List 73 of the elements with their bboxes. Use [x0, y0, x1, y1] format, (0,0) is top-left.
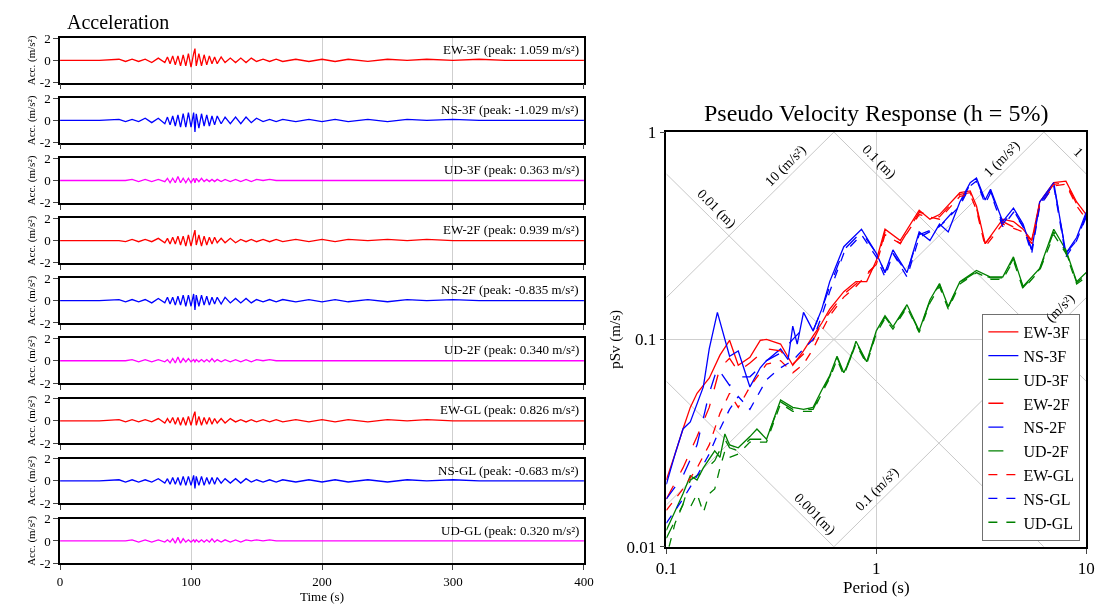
y-tick-label: -2	[39, 495, 51, 511]
text: 1	[1070, 144, 1087, 161]
annotation: UD-GL (peak: 0.320 m/s²)	[441, 523, 580, 538]
y-tick-label: 0.1	[634, 330, 657, 350]
annotation: NS-2F (peak: -0.835 m/s²)	[441, 282, 579, 297]
x-tick-label: 200	[312, 573, 332, 589]
y-tick-label: 2	[44, 30, 51, 46]
y-tick-label: 1	[647, 123, 657, 143]
annotation: UD-2F (peak: 0.340 m/s²)	[444, 342, 580, 357]
y-tick-label: 2	[44, 210, 51, 226]
y-tick-label: 2	[44, 391, 51, 407]
x-tick-label: 300	[443, 573, 463, 589]
y-axis-title: Acc. (m/s²)	[25, 35, 39, 86]
chart-title: Pseudo Velocity Response (h = 5%)	[704, 100, 1049, 126]
legend-label: NS-GL	[1023, 490, 1071, 508]
y-tick-label: 0	[44, 293, 51, 309]
y-tick-label: 0	[44, 413, 51, 429]
y-tick-label: 2	[44, 451, 51, 467]
y-tick-label: -2	[39, 315, 51, 331]
y-axis-title: Acc. (m/s²)	[25, 155, 39, 206]
annotation: UD-3F (peak: 0.363 m/s²)	[444, 162, 580, 177]
y-tick-label: 2	[44, 90, 51, 106]
y-tick-label: -2	[39, 195, 51, 211]
text: 0.01 (m)	[693, 186, 740, 232]
legend-label: EW-GL	[1023, 466, 1075, 484]
legend-label: NS-3F	[1023, 347, 1067, 365]
y-tick-label: 2	[44, 330, 51, 346]
y-axis-title: pSv (m/s)	[607, 310, 625, 369]
y-tick-label: 0	[44, 353, 51, 369]
x-tick-label: 0.1	[655, 558, 677, 578]
y-tick-label: 0	[44, 533, 51, 549]
y-tick-label: 2	[44, 511, 51, 527]
legend-label: NS-2F	[1023, 419, 1067, 437]
x-tick-label: 400	[574, 573, 594, 589]
legend-label: EW-3F	[1023, 324, 1070, 342]
annotation: EW-2F (peak: 0.939 m/s²)	[443, 222, 580, 237]
y-tick-label: 0	[44, 112, 51, 128]
y-tick-label: -2	[39, 75, 51, 91]
y-tick-label: -2	[39, 375, 51, 391]
y-tick-label: 0	[44, 52, 51, 68]
y-axis-title: Acc. (m/s²)	[25, 455, 39, 506]
y-tick-label: 0	[44, 173, 51, 189]
text: 0.1 (m)	[858, 141, 900, 183]
y-axis-title: Acc. (m/s²)	[25, 275, 39, 326]
y-tick-label: 0	[44, 473, 51, 489]
x-axis-title: Period (s)	[843, 577, 910, 597]
legend-label: EW-2F	[1023, 395, 1070, 413]
chart-title: Acceleration	[67, 11, 170, 33]
y-tick-label: 2	[44, 150, 51, 166]
y-tick-label: 2	[44, 270, 51, 286]
annotation: NS-3F (peak: -1.029 m/s²)	[441, 102, 579, 117]
y-tick-label: 0.01	[626, 537, 657, 557]
x-tick-label: 10	[1077, 558, 1095, 578]
y-tick-label: 0	[44, 233, 51, 249]
y-axis-title: Acc. (m/s²)	[25, 95, 39, 146]
annotation: NS-GL (peak: -0.683 m/s²)	[438, 463, 579, 478]
x-tick-label: 1	[872, 558, 881, 578]
legend-label: UD-2F	[1023, 443, 1069, 461]
y-axis-title: Acc. (m/s²)	[25, 515, 39, 566]
y-tick-label: -2	[39, 255, 51, 271]
y-axis-title: Acc. (m/s²)	[25, 215, 39, 266]
y-tick-label: -2	[39, 555, 51, 571]
y-tick-label: -2	[39, 135, 51, 151]
legend-label: UD-GL	[1023, 514, 1074, 532]
y-axis-title: Acc. (m/s²)	[25, 395, 39, 446]
annotation: EW-GL (peak: 0.826 m/s²)	[440, 402, 580, 417]
x-axis-title: Time (s)	[300, 588, 344, 604]
x-tick-label: 100	[181, 573, 201, 589]
annotation: EW-3F (peak: 1.059 m/s²)	[443, 42, 580, 57]
x-tick-label: 0	[56, 573, 64, 589]
legend-label: UD-3F	[1023, 371, 1069, 389]
y-axis-title: Acc. (m/s²)	[25, 335, 39, 386]
y-tick-label: -2	[39, 435, 51, 451]
